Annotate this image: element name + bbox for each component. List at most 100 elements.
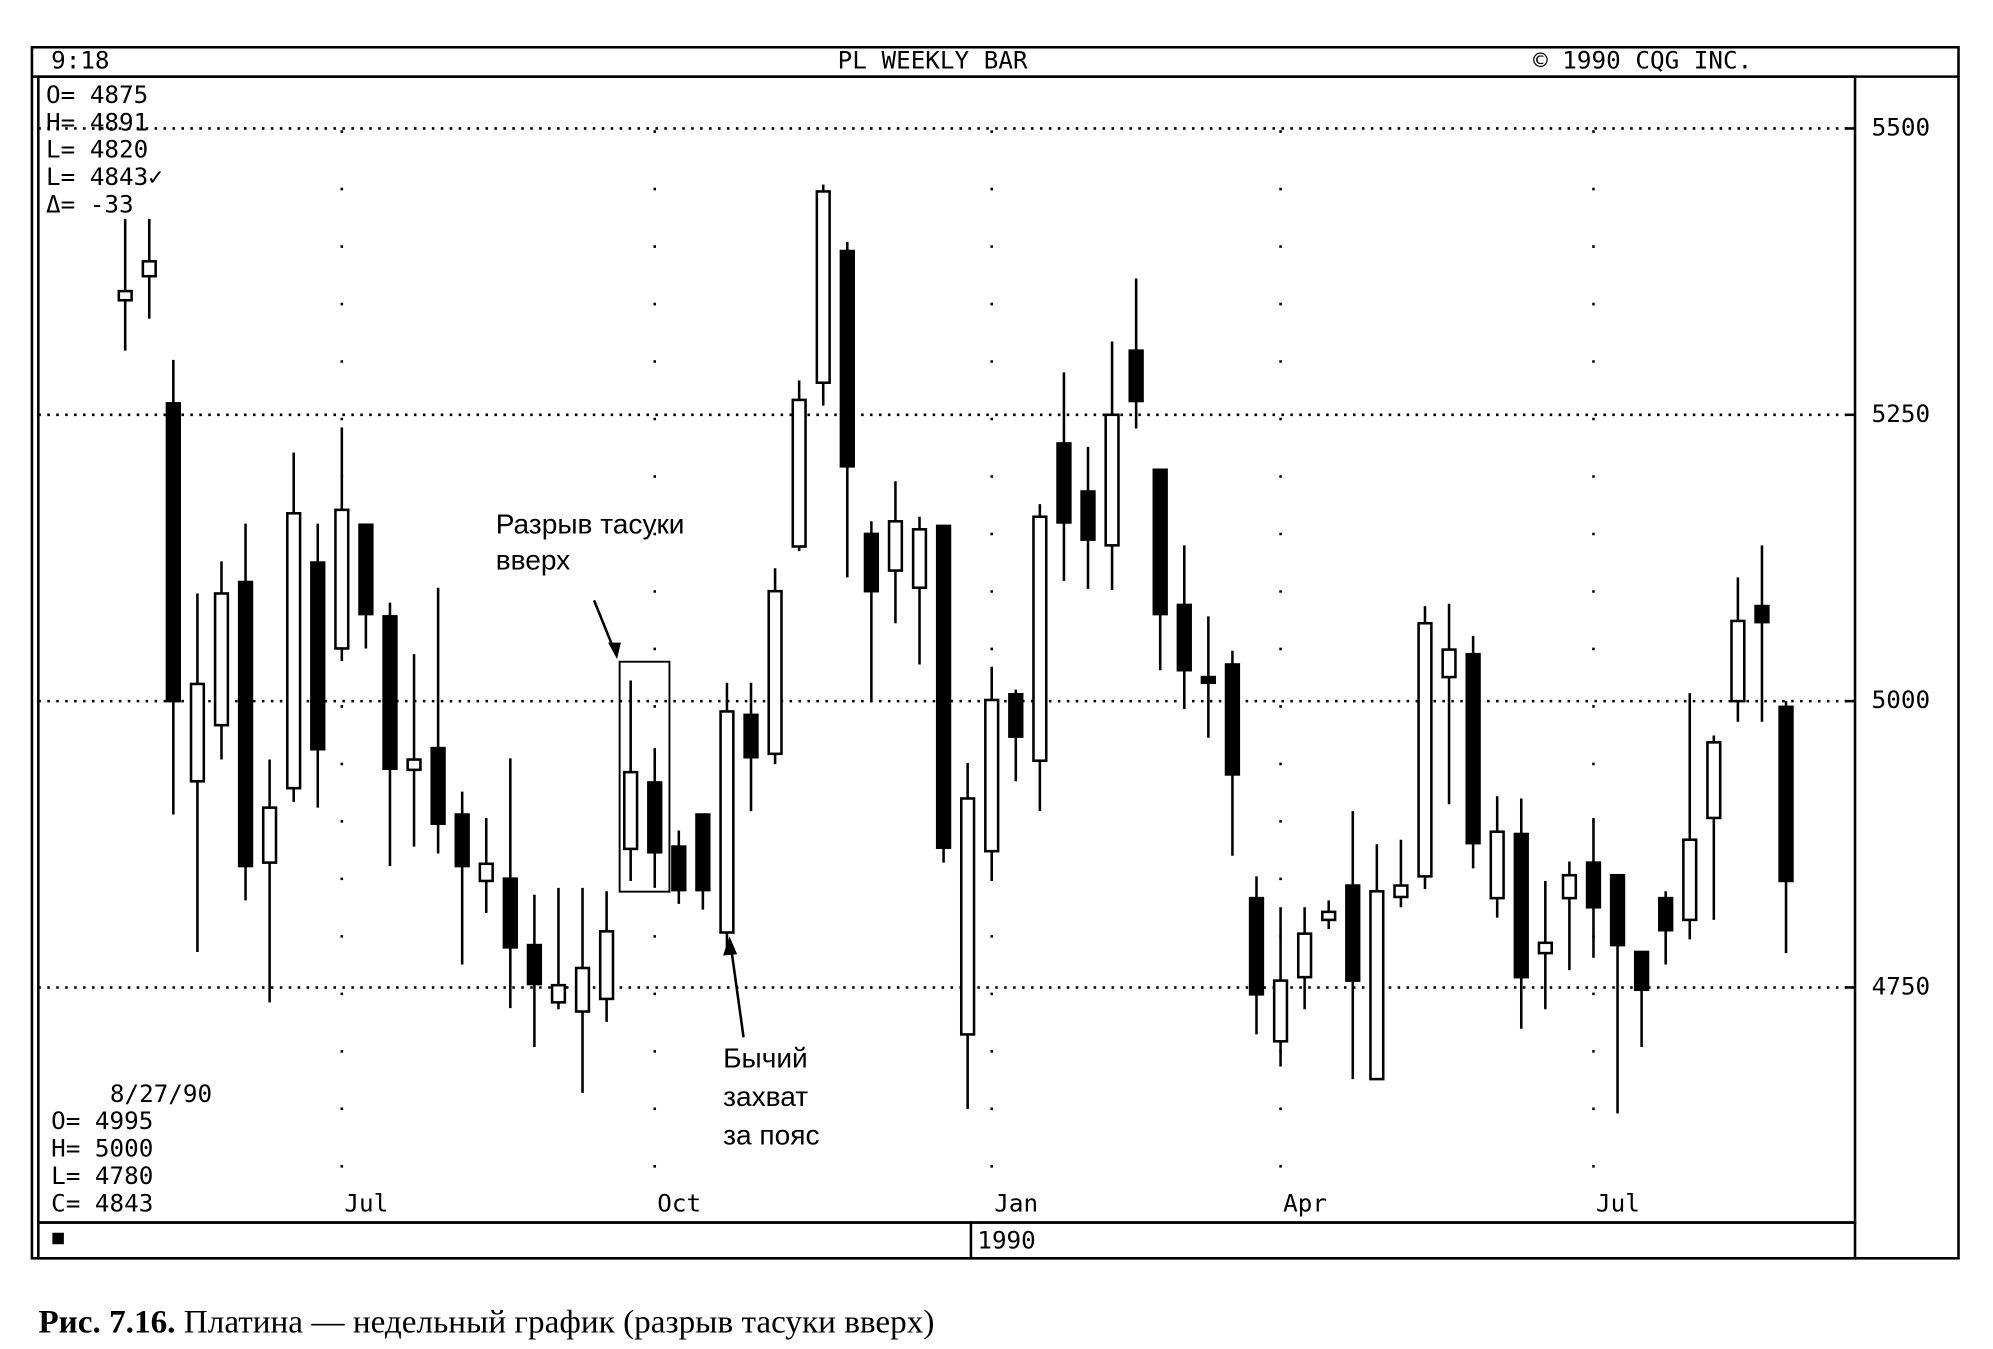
candle-body (959, 797, 976, 1036)
candle-body (911, 528, 928, 590)
info-line: Δ= -33 (46, 190, 134, 219)
candle-body (1513, 832, 1529, 979)
candle-body (310, 561, 326, 751)
candle-body (1585, 861, 1602, 909)
info-line: C= 4843 (51, 1189, 153, 1218)
info-line: H= 4891 (46, 107, 148, 136)
candle-body (984, 698, 1000, 853)
candle-body (1224, 663, 1241, 776)
candle-body (1296, 932, 1313, 979)
candle-body (1369, 889, 1385, 1081)
candle-body (1561, 873, 1578, 900)
candle-body (165, 402, 182, 703)
info-line: H= 5000 (51, 1134, 153, 1163)
annotation: Разрыв тасуки (496, 509, 685, 540)
candle-body (1754, 604, 1770, 624)
candle-body (839, 249, 855, 468)
info-line: O= 4995 (51, 1106, 153, 1135)
annotation-arrow (729, 945, 745, 1038)
candle-body (1609, 873, 1626, 947)
candle-body (1200, 675, 1217, 685)
candle-body (1104, 413, 1120, 547)
x-tick-label: Oct (657, 1189, 701, 1218)
plot: 5500 5250 5000 4750 Jul Oct Jan Apr Jul (38, 112, 1930, 1220)
info-line: O= 4875 (46, 80, 148, 109)
candle-body (117, 289, 133, 302)
annotation: за пояс (723, 1119, 819, 1150)
candle-body (1128, 349, 1144, 403)
candle-body (213, 592, 230, 727)
candle-body (550, 983, 567, 1004)
candle-body (286, 512, 302, 790)
caption-text: Платина — недельный график (разрыв тасук… (184, 1303, 935, 1340)
candle-body (1393, 884, 1409, 899)
y-tick-label: 5000 (1872, 685, 1930, 714)
info-line: L= 4780 (51, 1161, 153, 1190)
header-time: 9:18 (51, 45, 109, 74)
candle-body (237, 580, 254, 868)
candle-body (1345, 884, 1361, 982)
header-copyright: © 1990 CQG INC. (1533, 45, 1752, 74)
candle-body (1658, 896, 1674, 932)
candle-body (863, 532, 880, 593)
candle-body (1465, 652, 1481, 845)
candle-body (815, 190, 831, 384)
candle-body (1417, 621, 1433, 878)
candle-body (1152, 468, 1168, 616)
arrowhead (608, 642, 621, 660)
candle-body (574, 966, 591, 1013)
candle-body (1272, 979, 1289, 1043)
candle-body (1537, 941, 1553, 955)
x-tick-label: Apr (1283, 1189, 1327, 1218)
candle-body (1441, 648, 1457, 679)
candle-body (791, 398, 807, 548)
candle-body (1778, 705, 1794, 883)
candle-body (430, 746, 446, 825)
candle-body (1008, 692, 1024, 738)
candle-body (358, 523, 374, 616)
y-tick-label: 5500 (1872, 112, 1930, 141)
header-title: PL WEEKLY BAR (838, 45, 1028, 74)
candle-body (1176, 603, 1192, 672)
x-tick-label: Jan (994, 1189, 1038, 1218)
candle-body (935, 524, 952, 850)
candle-body (189, 682, 206, 783)
y-tick-label: 5250 (1872, 399, 1930, 428)
candle-body (719, 710, 735, 934)
candle-body (1706, 741, 1722, 820)
candle-body (623, 770, 639, 851)
annotation: захват (723, 1081, 808, 1112)
caption-number: Рис. 7.16. (38, 1303, 175, 1340)
candle-body (406, 758, 422, 772)
candle-body (1730, 619, 1746, 703)
x-tick-label: Jul (1596, 1189, 1640, 1218)
candle-body (671, 845, 687, 892)
scroll-bar (37, 1221, 1857, 1260)
candle-body (454, 813, 470, 868)
candle-body (334, 508, 350, 650)
candle-body (767, 589, 783, 756)
candle-body (1682, 838, 1698, 922)
candle-body (695, 813, 711, 892)
year-label: 1990 (977, 1226, 1035, 1255)
candle-body (1248, 896, 1265, 996)
candle-body (1032, 515, 1048, 762)
annotation: Бычий (723, 1043, 808, 1074)
caption: Рис. 7.16. Платина — недельный график (р… (38, 1303, 934, 1340)
candle-body (598, 930, 615, 1001)
candle-body (141, 260, 157, 278)
candle-body (1056, 442, 1072, 524)
x-tick-label: Jul (344, 1189, 388, 1218)
info-line: L= 4820 (46, 135, 148, 164)
candle-body (526, 943, 543, 986)
info-line: L= 4843✓ (46, 162, 163, 191)
y-tick-label: 4750 (1872, 971, 1930, 1000)
candle-body (1489, 830, 1505, 900)
scroll-thumb (52, 1232, 64, 1245)
candle-body (261, 806, 278, 864)
candle-body (1633, 950, 1650, 992)
